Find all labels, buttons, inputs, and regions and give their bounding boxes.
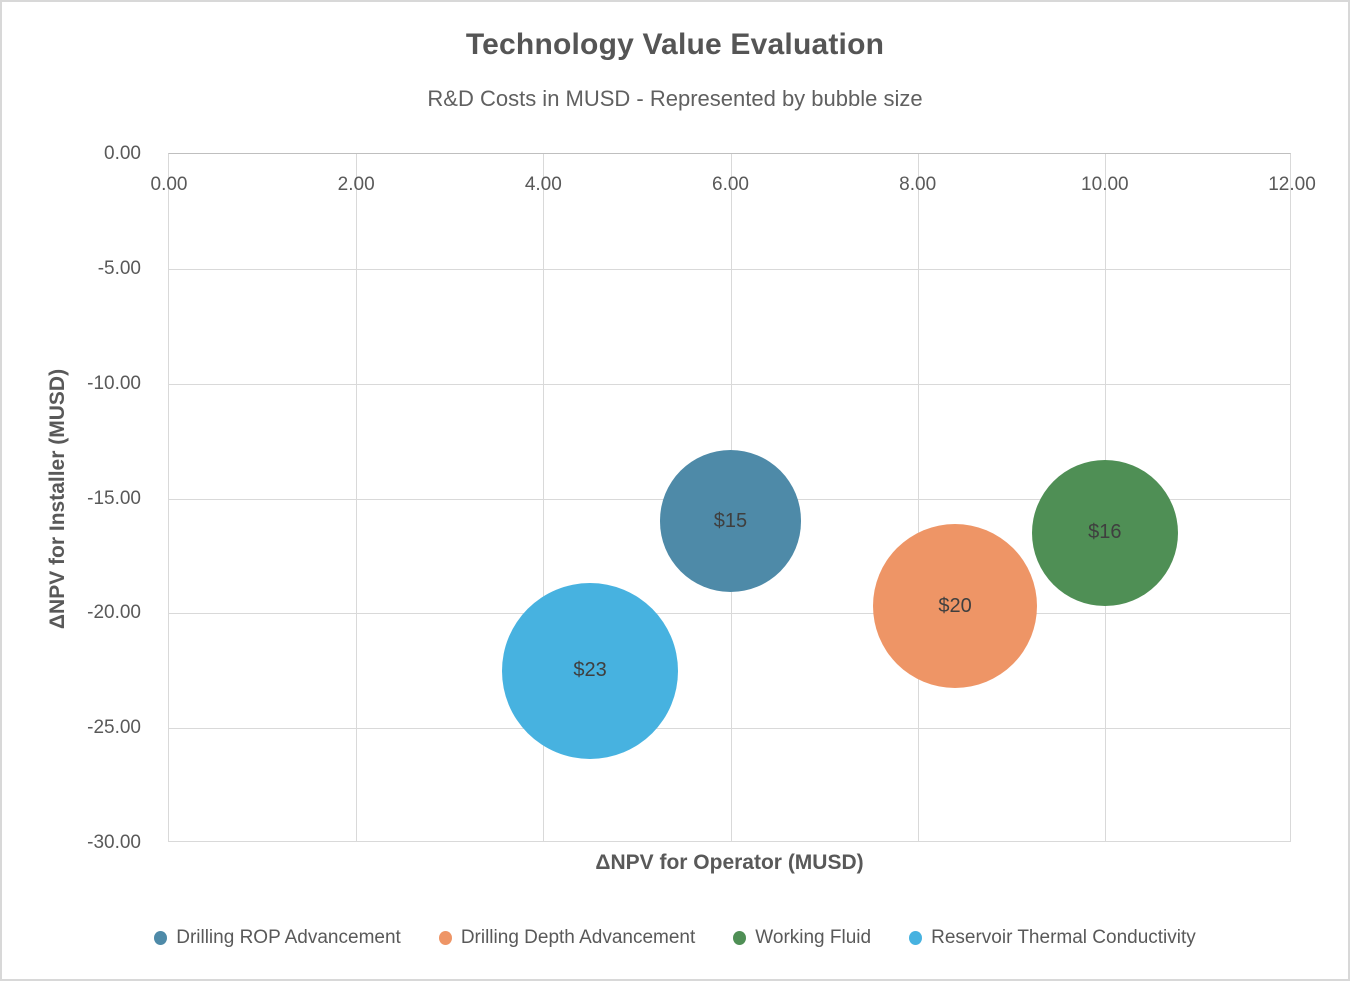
- legend-dot-icon: [438, 931, 452, 945]
- y-axis-tick-label: -5.00: [97, 257, 141, 279]
- legend-label: Reservoir Thermal Conductivity: [931, 927, 1196, 948]
- y-axis-tick-label: 0.00: [104, 143, 141, 164]
- x-axis-tick-label: 4.00: [524, 174, 562, 195]
- x-axis-tick-label: 2.00: [337, 174, 375, 195]
- plot-area: 0.00 2.00 4.00 6.00 8.00 10.00 12.00 0.00 -5.00 -…: [87, 143, 1316, 853]
- legend-dot-icon: [909, 931, 923, 945]
- legend-dot-icon: [733, 931, 747, 945]
- x-axis-tick-label: 12.00: [1268, 174, 1316, 195]
- chart-title: Technology Value Evaluation: [465, 28, 885, 61]
- legend-item-drilling-depth-advancement[interactable]: Drilling Depth Advancement: [438, 927, 696, 949]
- y-axis-tick-label: -30.00: [87, 832, 141, 853]
- x-axis-tick-label: 6.00: [712, 174, 749, 195]
- y-axis-tick-label: -20.00: [87, 602, 141, 624]
- bubble-drilling-rop-advancement[interactable]: $15: [659, 450, 802, 593]
- legend-label: Working Fluid: [755, 927, 872, 948]
- gridline-vertical: [543, 154, 545, 841]
- bubble-working-fluid[interactable]: $16: [1031, 459, 1179, 607]
- gridline-vertical: [917, 154, 919, 841]
- y-axis-tick-label: -15.00: [87, 487, 141, 509]
- legend-label: Drilling Depth Advancement: [460, 927, 696, 948]
- bubble-reservoir-thermal-conductivity[interactable]: $23: [502, 582, 679, 759]
- legend-item-reservoir-thermal-conductivity[interactable]: Reservoir Thermal Conductivity: [909, 927, 1196, 949]
- legend: Drilling ROP Advancement Drilling Depth A…: [2, 927, 1348, 949]
- gridline-vertical: [356, 154, 358, 841]
- chart-subtitle: R&D Costs in MUSD - Represented by bubbl…: [427, 86, 923, 111]
- bubble-data-label: $16: [1088, 521, 1122, 544]
- gridline-horizontal: [169, 728, 1290, 730]
- bubble-data-label: $23: [573, 659, 607, 682]
- y-axis-tick-label: -25.00: [87, 717, 141, 739]
- x-axis-title: ΔNPV for Operator (MUSD): [595, 851, 864, 874]
- bubble-drilling-depth-advancement[interactable]: $20: [873, 524, 1038, 689]
- legend-label: Drilling ROP Advancement: [176, 927, 401, 948]
- bubble-data-label: $15: [713, 509, 748, 532]
- x-axis-tick-label: 10.00: [1081, 174, 1129, 195]
- gridline-horizontal: [169, 268, 1290, 270]
- gridline-horizontal: [169, 613, 1290, 615]
- x-axis-tick-label: 8.00: [899, 174, 937, 195]
- bubble-data-label: $20: [938, 594, 972, 617]
- y-axis-tick-label: -10.00: [87, 372, 141, 394]
- legend-item-working-fluid[interactable]: Working Fluid: [733, 927, 871, 949]
- x-axis-tick-label: 0.00: [150, 174, 188, 195]
- y-axis-title: ΔNPV for Installer (MUSD): [46, 368, 69, 630]
- legend-item-drilling-rop-advancement[interactable]: Drilling ROP Advancement: [154, 927, 401, 949]
- gridline-horizontal: [169, 383, 1290, 385]
- legend-dot-icon: [154, 931, 168, 945]
